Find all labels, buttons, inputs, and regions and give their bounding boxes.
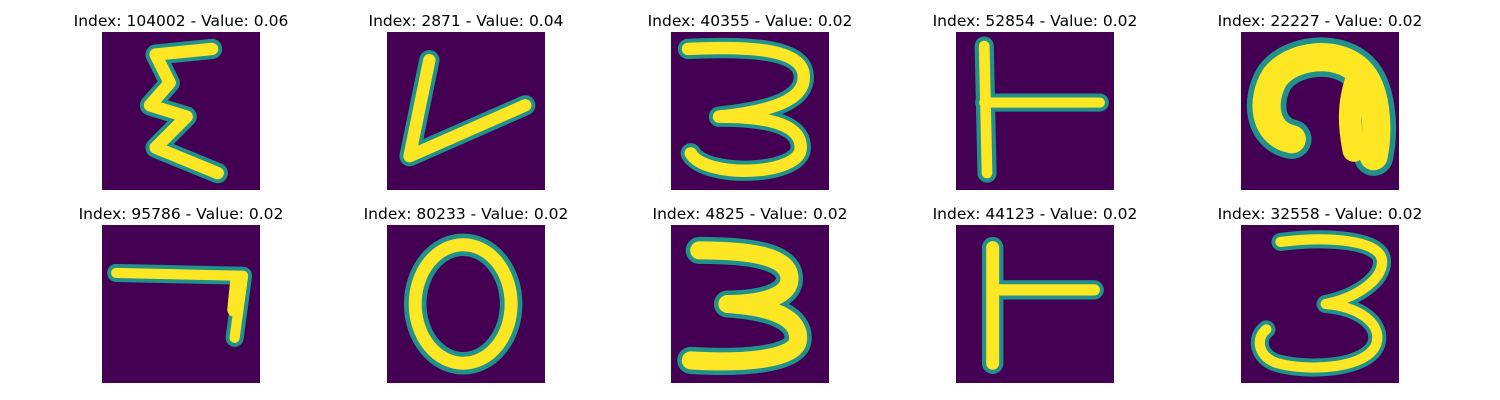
panel-title: Index: 32558 - Value: 0.02 [1217,205,1423,223]
panel-10: Index: 32558 - Value: 0.02 [1210,203,1430,383]
digit-image [1241,225,1399,383]
digit-image [1241,32,1399,190]
digit-image [387,225,545,383]
panel-4: Index: 52854 - Value: 0.02 [925,10,1145,190]
digit-image [956,225,1114,383]
panel-8: Index: 4825 - Value: 0.02 [640,203,860,383]
panel-title: Index: 95786 - Value: 0.02 [78,205,284,223]
panel-title: Index: 104002 - Value: 0.06 [73,12,289,30]
digit-image [956,32,1114,190]
panel-title: Index: 44123 - Value: 0.02 [932,205,1138,223]
panel-7: Index: 80233 - Value: 0.02 [356,203,576,383]
panel-9: Index: 44123 - Value: 0.02 [925,203,1145,383]
digit-image [671,32,829,190]
panel-6: Index: 95786 - Value: 0.02 [71,203,291,383]
panel-1: Index: 104002 - Value: 0.06 [71,10,291,190]
digit-image [102,225,260,383]
panel-title: Index: 22227 - Value: 0.02 [1217,12,1423,30]
panel-3: Index: 40355 - Value: 0.02 [640,10,860,190]
panel-title: Index: 80233 - Value: 0.02 [363,205,569,223]
panel-title: Index: 4825 - Value: 0.02 [652,205,848,223]
panel-title: Index: 2871 - Value: 0.04 [368,12,564,30]
digit-image [102,32,260,190]
panel-title: Index: 52854 - Value: 0.02 [932,12,1138,30]
digit-image [387,32,545,190]
panel-2: Index: 2871 - Value: 0.04 [356,10,576,190]
digit-image [671,225,829,383]
panel-5: Index: 22227 - Value: 0.02 [1210,10,1430,190]
panel-title: Index: 40355 - Value: 0.02 [647,12,853,30]
